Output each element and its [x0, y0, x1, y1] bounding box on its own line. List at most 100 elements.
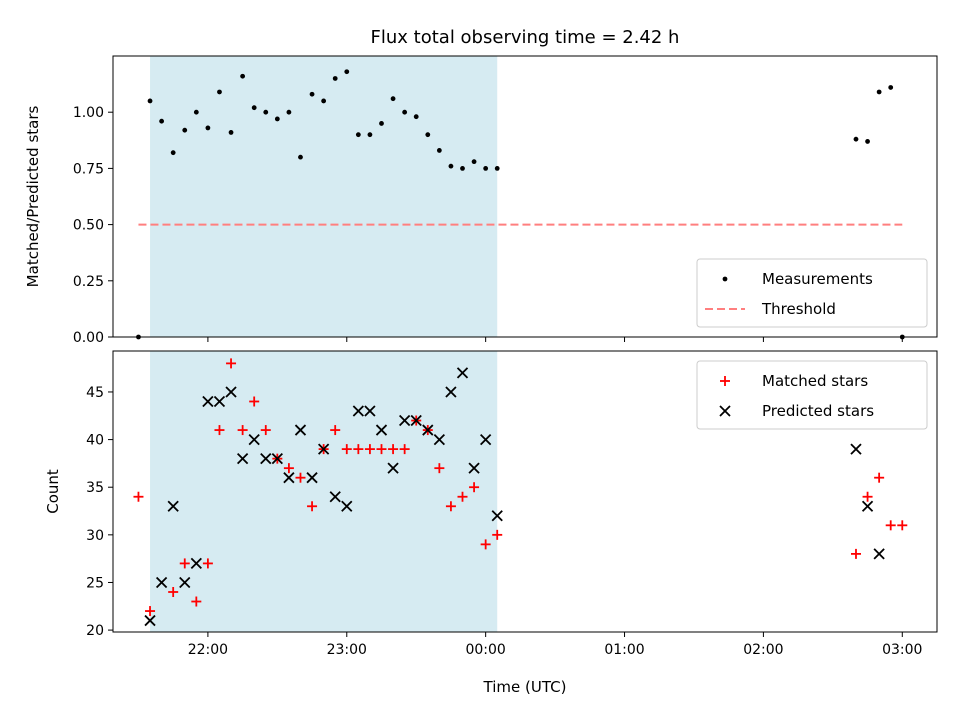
data-point — [133, 491, 144, 502]
data-point — [390, 96, 396, 102]
data-point — [213, 395, 226, 408]
data-point — [228, 130, 234, 135]
y-axis-label: Count — [44, 469, 62, 514]
data-point — [295, 472, 306, 483]
data-point — [309, 91, 315, 97]
data-point — [353, 444, 364, 455]
data-point — [205, 125, 211, 131]
data-point — [364, 405, 376, 417]
data-point — [330, 425, 341, 436]
data-point — [387, 462, 399, 474]
y-tick-label: 35 — [86, 480, 104, 496]
data-point — [226, 358, 237, 369]
panel-2: 20 25 30 35 40 45 22:00 23:00 00:00 01:00 02:00 03:… — [44, 350, 938, 696]
data-point — [144, 614, 156, 627]
data-point — [190, 557, 202, 570]
data-point — [179, 558, 190, 569]
data-point — [225, 386, 237, 398]
data-point — [413, 114, 419, 120]
data-point — [147, 98, 153, 104]
plot-frame — [112, 55, 938, 338]
legend: Matched stars Predicted stars — [696, 360, 928, 430]
x-tick-label: 00:00 — [465, 642, 505, 658]
data-point — [865, 139, 870, 144]
data-point — [874, 472, 885, 483]
shaded-region — [150, 351, 498, 632]
x-tick-label: 02:00 — [743, 642, 783, 658]
data-point — [388, 444, 399, 455]
data-point — [248, 433, 260, 446]
data-point — [457, 491, 468, 502]
data-point — [853, 136, 859, 142]
data-point — [862, 491, 873, 502]
data-point — [159, 118, 165, 124]
x-tick-label: 01:00 — [604, 642, 644, 658]
y-tick-label: 0.75 — [73, 161, 104, 177]
data-point — [425, 132, 431, 138]
data-point — [480, 433, 492, 446]
data-point — [217, 89, 222, 95]
data-point — [399, 414, 411, 427]
legend-entry: Measurements — [722, 270, 873, 288]
series-measurements — [136, 69, 905, 340]
data-point — [294, 424, 307, 436]
legend-label: Matched stars — [762, 372, 868, 390]
data-point — [329, 491, 341, 503]
data-point — [260, 425, 271, 436]
data-point — [193, 109, 199, 115]
data-point — [167, 500, 179, 512]
data-point — [367, 132, 373, 138]
legend-box — [696, 258, 928, 328]
data-point — [283, 463, 294, 474]
y-tick-label: 40 — [86, 433, 104, 449]
legend-label: Threshold — [761, 300, 836, 318]
x-tick-label: 22:00 — [188, 642, 228, 658]
data-point — [483, 166, 489, 171]
data-point — [410, 414, 422, 427]
data-point — [344, 69, 350, 75]
x-axis-label: Time (UTC) — [483, 678, 567, 696]
data-point — [352, 405, 364, 417]
data-point — [145, 606, 156, 617]
data-point — [237, 425, 248, 436]
data-point — [402, 109, 408, 115]
data-point — [897, 520, 908, 531]
data-point — [492, 529, 503, 540]
data-point — [170, 150, 176, 156]
data-point — [399, 444, 410, 455]
data-point — [876, 89, 882, 95]
x-tick-label: 03:00 — [882, 642, 922, 658]
y-tick-label: 30 — [86, 528, 104, 544]
data-point — [433, 433, 445, 446]
legend-label: Predicted stars — [762, 402, 874, 420]
data-point — [168, 586, 179, 597]
legend-entry: Predicted stars — [719, 402, 874, 420]
plot-frame — [112, 350, 938, 633]
data-point — [263, 109, 269, 115]
data-point — [888, 85, 894, 90]
data-point — [376, 444, 387, 455]
data-point — [480, 539, 491, 550]
data-point — [850, 443, 862, 455]
data-point — [307, 501, 318, 512]
data-point — [355, 132, 361, 138]
legend-entry: Matched stars — [720, 372, 868, 390]
data-point — [445, 386, 457, 398]
legend: Measurements Threshold — [696, 258, 928, 328]
data-point — [364, 444, 375, 455]
legend-entry: Threshold — [705, 300, 836, 318]
data-point — [850, 548, 861, 559]
data-point — [274, 116, 280, 122]
y-tick-label: 20 — [86, 623, 104, 639]
data-point — [155, 576, 168, 589]
data-point — [236, 453, 249, 465]
data-point — [202, 558, 213, 569]
data-point — [191, 596, 202, 607]
data-point — [422, 424, 434, 436]
data-point — [341, 444, 352, 455]
y-tick-label: 45 — [86, 385, 104, 401]
legend-marker — [722, 276, 728, 282]
data-point — [375, 424, 388, 436]
legend-box — [696, 360, 928, 430]
